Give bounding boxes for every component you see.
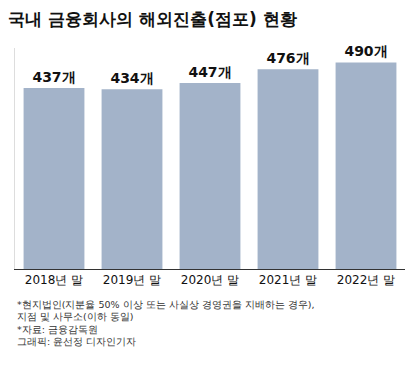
svg-text:434개: 434개 bbox=[110, 70, 153, 86]
svg-text:476개: 476개 bbox=[266, 50, 309, 66]
svg-text:2018년 말: 2018년 말 bbox=[25, 273, 83, 287]
svg-text:437개: 437개 bbox=[32, 69, 75, 85]
svg-text:490개: 490개 bbox=[344, 43, 387, 59]
svg-text:*현지법인(지분율 50% 이상 또는 사실상 경영권을 지: *현지법인(지분율 50% 이상 또는 사실상 경영권을 지배하는 경우),지점… bbox=[17, 299, 314, 347]
svg-text:2020년 말: 2020년 말 bbox=[181, 273, 239, 287]
svg-text:2021년 말: 2021년 말 bbox=[259, 273, 317, 287]
svg-text:447개: 447개 bbox=[188, 64, 231, 80]
svg-text:2022년 말: 2022년 말 bbox=[337, 273, 395, 287]
svg-text:국내 금융회사의 해외진출(점포) 현황: 국내 금융회사의 해외진출(점포) 현황 bbox=[8, 9, 296, 29]
svg-text:2019년 말: 2019년 말 bbox=[103, 273, 161, 287]
